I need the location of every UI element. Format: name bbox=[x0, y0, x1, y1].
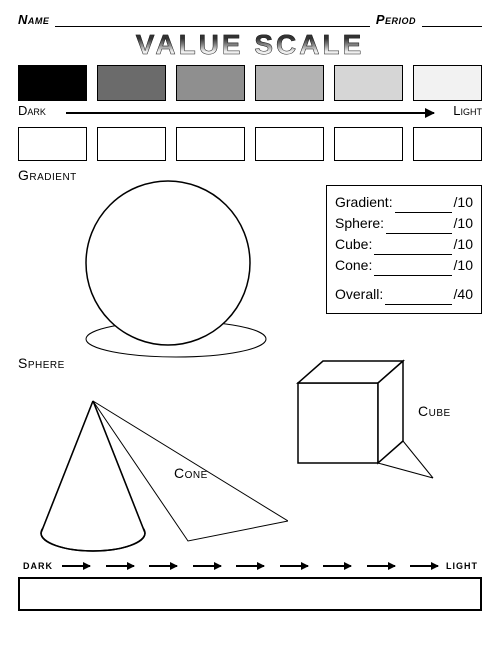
score-blank[interactable] bbox=[395, 199, 452, 213]
score-line-overall: Overall: /40 bbox=[335, 284, 473, 305]
arrow-icon bbox=[410, 565, 438, 567]
arrow-icon bbox=[62, 565, 90, 567]
period-label: Period bbox=[376, 12, 416, 27]
value-swatch bbox=[97, 65, 166, 101]
practice-box[interactable] bbox=[334, 127, 403, 161]
score-overall-blank[interactable] bbox=[385, 291, 451, 305]
arrow-icon bbox=[236, 565, 264, 567]
name-blank[interactable] bbox=[55, 13, 369, 27]
score-denom: /10 bbox=[454, 255, 473, 276]
practice-box[interactable] bbox=[413, 127, 482, 161]
practice-box[interactable] bbox=[255, 127, 324, 161]
sphere-shape bbox=[68, 179, 288, 369]
score-label: Cube: bbox=[335, 234, 372, 255]
shapes-area: Gradient: /10 Sphere: /10 Cube: /10 Cone: /10 O… bbox=[18, 185, 482, 553]
arrow-icon bbox=[106, 565, 134, 567]
arrow-icon bbox=[280, 565, 308, 567]
name-label: Name bbox=[18, 12, 49, 27]
value-swatch bbox=[413, 65, 482, 101]
arrow-icon bbox=[323, 565, 351, 567]
score-blank[interactable] bbox=[374, 241, 451, 255]
score-label: Cone: bbox=[335, 255, 372, 276]
score-box: Gradient: /10 Sphere: /10 Cube: /10 Cone: /10 O… bbox=[326, 185, 482, 314]
practice-row bbox=[18, 127, 482, 161]
gradient-practice-box[interactable] bbox=[18, 577, 482, 611]
score-line: Cube: /10 bbox=[335, 234, 473, 255]
period-blank[interactable] bbox=[422, 13, 482, 27]
scale-label-row: Dark Light bbox=[18, 103, 482, 125]
score-label: Gradient: bbox=[335, 192, 393, 213]
cone-shape bbox=[28, 393, 288, 563]
cube-shape bbox=[268, 353, 438, 503]
score-label: Sphere: bbox=[335, 213, 384, 234]
worksheet-page: Name Period VALUE SCALE Dark Light Gradi… bbox=[0, 0, 500, 647]
arrow-icon bbox=[149, 565, 177, 567]
practice-box[interactable] bbox=[18, 127, 87, 161]
score-denom: /10 bbox=[454, 192, 473, 213]
score-overall-denom: /40 bbox=[454, 284, 473, 305]
sphere-label: Sphere bbox=[18, 355, 65, 371]
arrow-icon bbox=[193, 565, 221, 567]
light-label: Light bbox=[453, 103, 482, 118]
scale-arrow-icon bbox=[66, 112, 434, 114]
bottom-gradient-area: DARK LIGHT bbox=[18, 557, 482, 611]
score-blank[interactable] bbox=[386, 220, 451, 234]
value-swatch bbox=[18, 65, 87, 101]
score-line: Sphere: /10 bbox=[335, 213, 473, 234]
practice-box[interactable] bbox=[176, 127, 245, 161]
value-swatch bbox=[334, 65, 403, 101]
value-swatch bbox=[176, 65, 245, 101]
dark-label: Dark bbox=[18, 103, 46, 118]
practice-box[interactable] bbox=[97, 127, 166, 161]
score-blank[interactable] bbox=[374, 262, 451, 276]
value-swatch bbox=[255, 65, 324, 101]
cube-label: Cube bbox=[418, 403, 451, 419]
score-denom: /10 bbox=[454, 234, 473, 255]
arrow-icon bbox=[367, 565, 395, 567]
page-title: VALUE SCALE bbox=[18, 29, 482, 61]
score-denom: /10 bbox=[454, 213, 473, 234]
bottom-dark-label: DARK bbox=[18, 561, 58, 571]
header-row: Name Period bbox=[18, 12, 482, 27]
bottom-light-label: LIGHT bbox=[442, 561, 482, 571]
value-swatch-row bbox=[18, 65, 482, 101]
score-line: Cone: /10 bbox=[335, 255, 473, 276]
score-overall-label: Overall: bbox=[335, 284, 383, 305]
score-line: Gradient: /10 bbox=[335, 192, 473, 213]
bottom-arrow-row: DARK LIGHT bbox=[18, 557, 482, 575]
cone-label: Cone bbox=[174, 465, 208, 481]
